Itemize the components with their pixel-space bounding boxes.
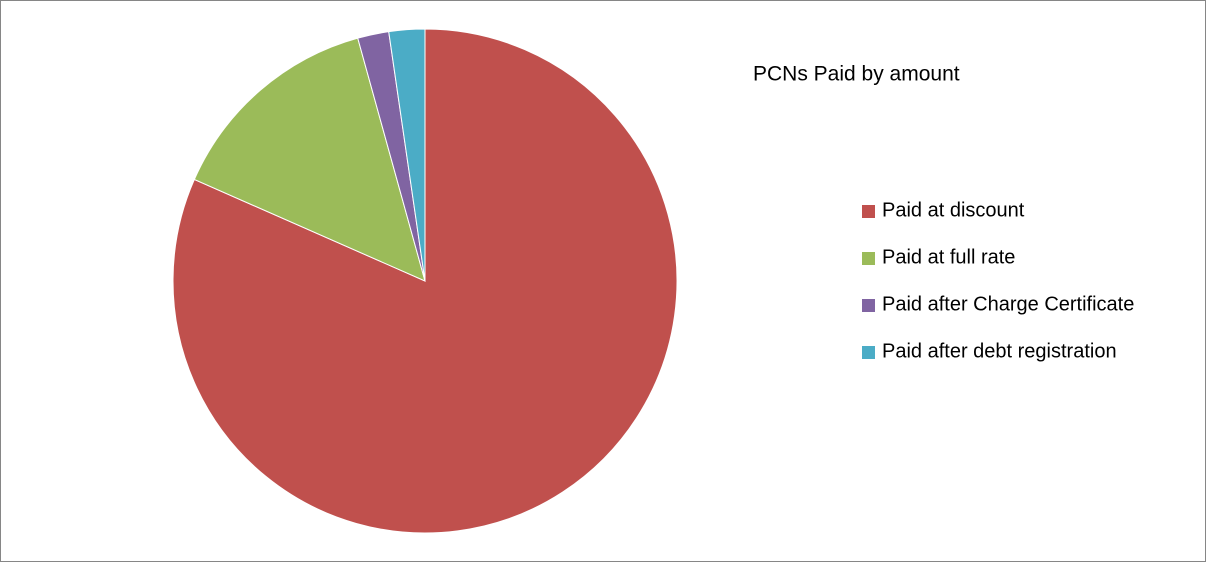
legend-label: Paid at discount — [882, 199, 1025, 221]
legend-swatch — [862, 346, 875, 359]
legend-label: Paid after Charge Certificate — [882, 293, 1134, 315]
legend-swatch — [862, 252, 875, 265]
legend-label: Paid after debt registration — [882, 340, 1117, 362]
chart-title: PCNs Paid by amount — [753, 63, 960, 86]
pie-slice — [193, 37, 426, 282]
pie-slice — [388, 28, 426, 282]
legend-swatch — [862, 205, 875, 218]
legend-swatch — [862, 299, 875, 312]
legend-label: Paid at full rate — [882, 246, 1015, 268]
